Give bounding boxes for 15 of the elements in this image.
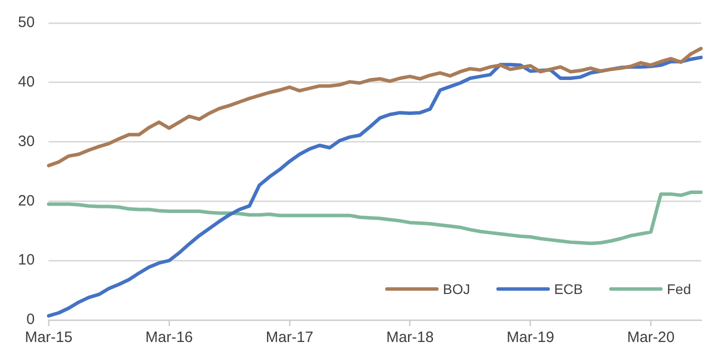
y-tick-label: 30: [18, 132, 35, 150]
legend-label: BOJ: [442, 280, 470, 297]
x-tick-label: Mar-16: [145, 329, 193, 346]
x-tick-label: Mar-20: [627, 329, 675, 346]
x-tick-label: Mar-17: [266, 329, 314, 346]
legend-label: Fed: [666, 280, 691, 297]
y-tick-label: 50: [18, 14, 35, 32]
legend-label: ECB: [554, 280, 583, 297]
y-tick-label: 0: [26, 311, 35, 328]
x-tick-label: Mar-19: [506, 329, 554, 346]
x-tick-label: Mar-18: [386, 329, 434, 346]
y-tick-label: 20: [18, 192, 35, 210]
y-tick-label: 40: [18, 74, 35, 91]
x-tick-label: Mar-15: [24, 329, 72, 346]
y-tick-label: 10: [18, 252, 35, 269]
